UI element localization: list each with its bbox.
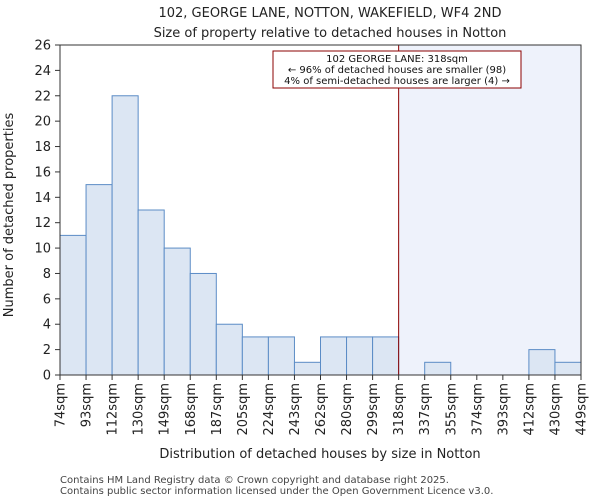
x-tick-label: 74sqm [54, 383, 69, 427]
bar-412sqm [528, 349, 556, 376]
x-tick-label: 130sqm [132, 383, 147, 436]
annotation-line-3: 4% of semi-detached houses are larger (4… [284, 76, 510, 87]
x-tick-label: 393sqm [496, 383, 511, 436]
y-tick-label: 24 [34, 64, 51, 79]
bar-205sqm [241, 336, 269, 376]
x-tick-label: 243sqm [288, 383, 303, 436]
y-tick-label: 10 [34, 242, 51, 257]
bar-299sqm [372, 336, 400, 376]
chart-subtitle: Size of property relative to detached ho… [154, 26, 507, 41]
x-tick-label: 430sqm [548, 383, 563, 436]
y-tick-label: 2 [43, 343, 51, 358]
y-tick-label: 8 [43, 267, 51, 282]
x-tick-label: 318sqm [392, 383, 407, 436]
bar-74sqm [59, 234, 87, 376]
x-tick-label: 224sqm [262, 383, 277, 436]
x-tick-label: 412sqm [522, 383, 537, 436]
highlight-region [398, 45, 581, 375]
x-tick-label: 262sqm [314, 383, 329, 436]
x-tick-label: 168sqm [184, 383, 199, 436]
x-tick-label: 93sqm [80, 383, 95, 427]
x-tick-label: 205sqm [236, 383, 251, 436]
x-tick-label: 299sqm [366, 383, 381, 436]
y-tick-label: 18 [34, 140, 51, 155]
x-tick-label: 149sqm [158, 383, 173, 436]
y-tick-label: 20 [34, 115, 51, 130]
bar-430sqm [554, 361, 582, 376]
x-axis-label: Distribution of detached houses by size … [159, 447, 480, 462]
bar-224sqm [267, 336, 295, 376]
y-tick-label: 14 [34, 191, 51, 206]
bar-149sqm [163, 247, 191, 376]
bar-337sqm [424, 361, 452, 376]
x-tick-label: 337sqm [418, 383, 433, 436]
bar-168sqm [189, 272, 217, 376]
y-tick-label: 26 [34, 39, 51, 54]
y-tick-label: 6 [43, 292, 51, 307]
x-tick-label: 355sqm [444, 383, 459, 436]
annotation-line-2: ← 96% of detached houses are smaller (98… [288, 65, 506, 76]
y-tick-label: 4 [43, 318, 51, 333]
x-tick-label: 112sqm [106, 383, 121, 436]
bar-130sqm [137, 209, 165, 376]
x-tick-label: 374sqm [470, 383, 485, 436]
annotation-line-1: 102 GEORGE LANE: 318sqm [326, 54, 468, 65]
y-axis-label: Number of detached properties [2, 113, 17, 318]
x-tick-label: 280sqm [340, 383, 355, 436]
y-tick-label: 12 [34, 216, 51, 231]
bar-262sqm [320, 336, 348, 376]
x-tick-label: 449sqm [575, 383, 590, 436]
y-tick-label: 22 [34, 89, 51, 104]
y-tick-label: 0 [43, 369, 51, 384]
bar-243sqm [293, 361, 322, 376]
bar-187sqm [215, 323, 243, 376]
x-tick-label: 187sqm [210, 383, 225, 436]
annotation-box [272, 50, 522, 89]
bar-112sqm [111, 95, 139, 376]
footer-line-1: Contains HM Land Registry data © Crown c… [60, 475, 449, 486]
bar-280sqm [346, 336, 374, 376]
y-tick-label: 16 [34, 165, 51, 180]
bar-93sqm [85, 184, 113, 376]
chart-title: 102, GEORGE LANE, NOTTON, WAKEFIELD, WF4… [158, 6, 501, 21]
footer-line-2: Contains public sector information licen… [60, 486, 493, 497]
